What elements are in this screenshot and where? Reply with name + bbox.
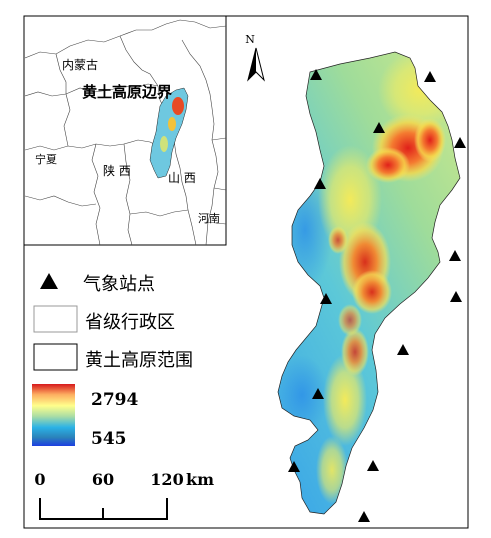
weather-station-marker — [367, 460, 379, 471]
inset-frame — [23, 15, 227, 246]
inset-plateau-extent — [149, 87, 189, 179]
inset-label-shanxi: 山 西 — [168, 171, 196, 185]
legend-province-swatch — [33, 305, 78, 333]
inset-label-loess-boundary: 黄土高原边界 — [82, 83, 172, 101]
north-arrow-label: N — [245, 33, 255, 46]
inset-map: 内蒙古 黄土高原边界 宁夏 陕 西 山 西 河南 — [23, 15, 227, 246]
weather-station-marker — [310, 69, 322, 80]
weather-station-marker — [397, 344, 409, 355]
weather-stations — [288, 69, 466, 522]
scale-bar: 0 60 120 km — [34, 470, 214, 520]
legend-elevation-ramp — [32, 384, 75, 446]
weather-station-marker — [320, 293, 332, 304]
legend-stations-label: 气象站点 — [83, 274, 155, 295]
legend-plateau-label: 黄土高原范围 — [85, 350, 193, 371]
loess-plateau-dem — [277, 51, 461, 515]
scale-tick-label-120: 120 — [150, 470, 183, 489]
inset-label-ningxia: 宁夏 — [35, 152, 57, 166]
weather-station-marker — [314, 178, 326, 189]
legend-elevation-min: 545 — [91, 429, 127, 449]
weather-station-marker — [454, 137, 466, 148]
weather-station-marker — [312, 388, 324, 399]
weather-station-marker — [373, 122, 385, 133]
legend-station-icon — [40, 273, 58, 289]
legend-province-label: 省级行政区 — [85, 312, 175, 333]
inset-label-shaanxi: 陕 西 — [103, 163, 131, 178]
legend-elevation-max: 2794 — [91, 390, 138, 410]
weather-station-marker — [358, 511, 370, 522]
weather-station-marker — [450, 291, 462, 302]
north-arrow: N — [245, 33, 265, 82]
scale-tick-label-60: 60 — [92, 470, 114, 489]
legend-plateau-swatch — [33, 343, 78, 371]
weather-station-marker — [449, 250, 461, 261]
legend: 气象站点 省级行政区 黄土高原范围 2794 545 — [32, 273, 193, 449]
scale-tick-label-0: 0 — [34, 470, 45, 489]
weather-station-marker — [288, 461, 300, 472]
scale-unit-label: km — [186, 470, 214, 489]
weather-station-marker — [424, 71, 436, 82]
scale-bar-line — [39, 498, 168, 520]
inset-label-inner-mongolia: 内蒙古 — [62, 57, 98, 72]
inset-label-henan: 河南 — [198, 212, 220, 225]
map-frame — [23, 15, 469, 529]
